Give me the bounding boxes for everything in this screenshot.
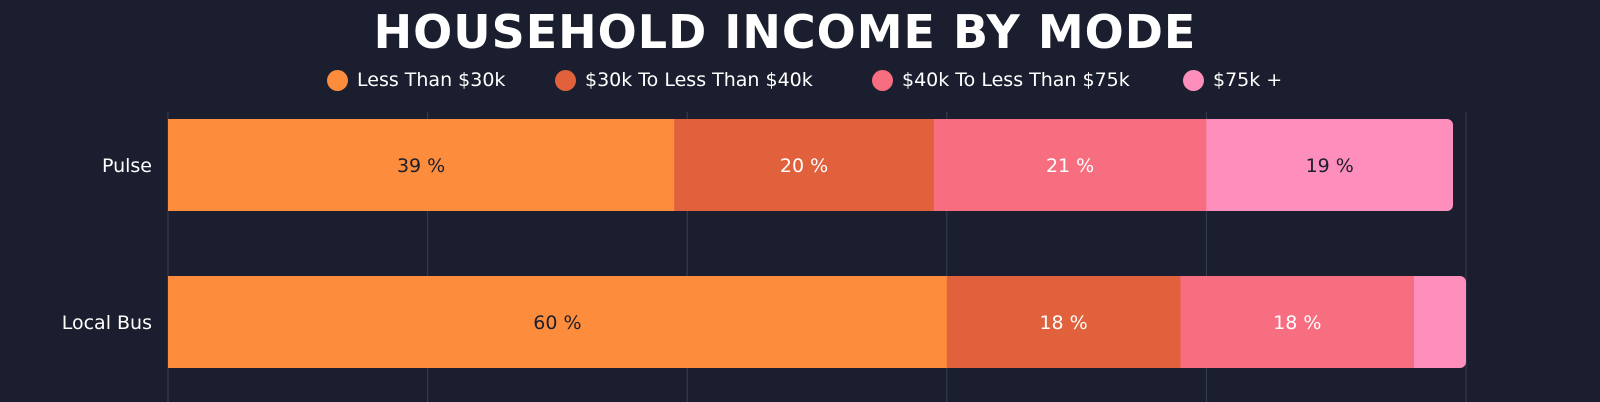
legend-item-30k-to-40k: $30k To Less Than $40k xyxy=(555,64,813,96)
data-label: 39 % xyxy=(397,155,445,177)
bar-segment xyxy=(1206,119,1454,211)
data-label: 20 % xyxy=(780,155,828,177)
chart-legend: Less Than $30k $30k To Less Than $40k $4… xyxy=(0,64,1600,96)
category-label: Pulse xyxy=(102,155,152,177)
bar-segment-corner xyxy=(1206,119,1213,211)
bar-segment xyxy=(168,276,948,368)
bar-segment xyxy=(1414,276,1466,368)
legend-label: Less Than $30k xyxy=(357,69,506,91)
data-label: 21 % xyxy=(1046,155,1094,177)
legend-swatch xyxy=(327,69,348,91)
data-label: 18 % xyxy=(1273,312,1321,334)
legend-swatch xyxy=(1183,69,1204,91)
data-label: 60 % xyxy=(533,312,581,334)
legend-label: $75k + xyxy=(1213,69,1283,91)
bar-segment xyxy=(168,119,675,211)
legend-item-40k-to-75k: $40k To Less Than $75k xyxy=(872,64,1130,96)
chart-title: HOUSEHOLD INCOME BY MODE xyxy=(373,5,1197,59)
data-label: 19 % xyxy=(1306,155,1354,177)
bar-segment xyxy=(933,119,1207,211)
data-label: 18 % xyxy=(1039,312,1087,334)
legend-label: $30k To Less Than $40k xyxy=(585,69,813,91)
legend-swatch xyxy=(555,69,576,91)
legend-item-75k-plus: $75k + xyxy=(1183,64,1282,96)
legend-swatch xyxy=(872,69,893,91)
legend-item-less-than-30k: Less Than $30k xyxy=(327,64,505,96)
bar-segment xyxy=(1180,276,1415,368)
bar-segment xyxy=(674,119,935,211)
legend-label: $40k To Less Than $75k xyxy=(902,69,1130,91)
bar-segment xyxy=(946,276,1181,368)
category-label: Local Bus xyxy=(62,312,152,334)
bar-segment-corner xyxy=(1414,276,1421,368)
